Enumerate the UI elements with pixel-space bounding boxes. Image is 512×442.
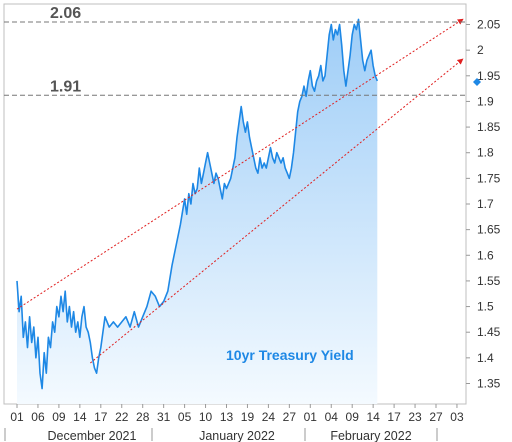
x-tick-label: 31	[157, 410, 171, 424]
x-tick-label: 27	[283, 410, 297, 424]
y-tick-label: 1.6	[477, 248, 494, 262]
x-tick-label: 09	[52, 410, 66, 424]
reference-label: 2.06	[50, 5, 81, 22]
series-annotation: 10yr Treasury Yield	[226, 347, 354, 363]
x-tick-label: 14	[73, 410, 87, 424]
x-tick-label: 24	[262, 410, 276, 424]
y-tick-label: 1.5	[477, 300, 494, 314]
x-tick-label: 09	[346, 410, 360, 424]
x-tick-label: 19	[241, 410, 255, 424]
x-tick-label: 14	[366, 410, 380, 424]
y-tick-label: 1.7	[477, 197, 494, 211]
x-tick-label: 01	[304, 410, 318, 424]
last-value-marker	[473, 77, 481, 86]
channel-line-upper	[16, 18, 464, 310]
x-tick-label: 10	[199, 410, 213, 424]
y-tick-label: 1.9	[477, 94, 494, 108]
y-tick-label: 1.8	[477, 146, 494, 160]
month-label: February 2022	[330, 429, 411, 442]
x-tick-label: 17	[387, 410, 401, 424]
y-tick-label: 1.45	[477, 325, 501, 339]
x-tick-label: 13	[220, 410, 234, 424]
x-tick-label: 23	[408, 410, 422, 424]
x-tick-label: 05	[178, 410, 192, 424]
y-tick-label: 1.4	[477, 351, 494, 365]
x-tick-label: 17	[94, 410, 108, 424]
y-tick-label: 1.35	[477, 376, 501, 390]
series-area	[17, 19, 378, 405]
y-tick-label: 1.95	[477, 69, 501, 83]
y-tick-label: 2	[477, 43, 484, 57]
y-tick-label: 1.55	[477, 274, 501, 288]
x-tick-label: 03	[450, 410, 464, 424]
x-tick-label: 01	[10, 410, 24, 424]
x-tick-label: 04	[325, 410, 339, 424]
month-label: January 2022	[199, 429, 275, 442]
series-line	[16, 18, 379, 390]
y-tick-label: 1.65	[477, 223, 501, 237]
x-tick-label: 28	[136, 410, 150, 424]
reference-label: 1.91	[50, 78, 81, 95]
x-tick-label: 22	[115, 410, 129, 424]
y-tick-label: 2.05	[477, 18, 501, 32]
x-tick-label: 06	[31, 410, 45, 424]
x-tick-label: 27	[429, 410, 443, 424]
y-tick-label: 1.85	[477, 120, 501, 134]
month-label: December 2021	[48, 429, 137, 442]
y-tick-label: 1.75	[477, 171, 501, 185]
